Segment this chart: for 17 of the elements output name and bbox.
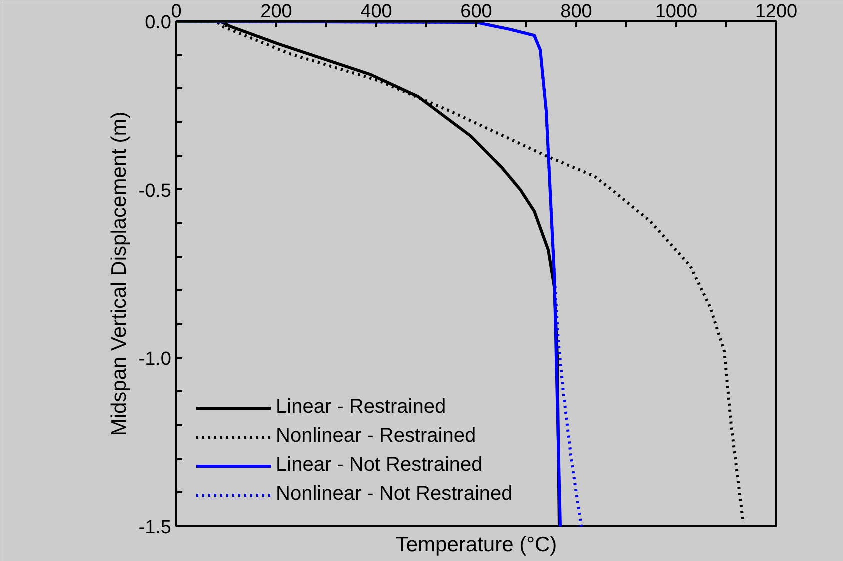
legend-label: Linear - Restrained [276, 396, 446, 419]
x-tick-label: 1200 [755, 2, 798, 22]
y-tick-label: -0.5 [138, 180, 172, 202]
x-tick-label: 1000 [655, 2, 698, 22]
y-axis-title: Midspan Vertical Displacement (m) [108, 112, 131, 436]
y-tick-label: -1.0 [138, 349, 172, 370]
x-tick-label: 200 [260, 2, 292, 22]
legend-label: Linear - Not Restrained [276, 454, 483, 477]
legend-label: Nonlinear - Restrained [276, 425, 476, 448]
y-tick-label: -1.5 [138, 518, 172, 538]
y-tick-label: 0.0 [145, 12, 172, 34]
x-tick-label: 0 [171, 2, 182, 22]
x-tick-label: 400 [360, 2, 392, 22]
x-axis-title: Temperature (°C) [396, 534, 558, 556]
x-tick-label: 600 [460, 2, 492, 22]
x-tick-label: 800 [560, 2, 592, 22]
legend-label: Nonlinear - Not Restrained [276, 483, 513, 506]
